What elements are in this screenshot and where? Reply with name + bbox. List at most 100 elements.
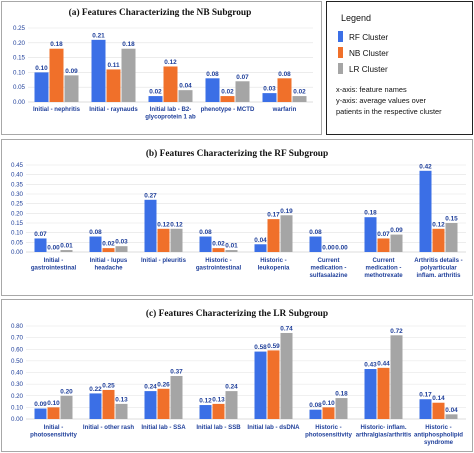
category-label-c-6-1: arthralgias/arthritis — [356, 431, 412, 438]
bar-a-1-1 — [106, 69, 121, 102]
value-label-b-3-1: 0.02 — [212, 241, 225, 248]
bar-c-3-2 — [225, 391, 238, 419]
bar-b-1-2 — [115, 246, 128, 252]
value-label-c-0-1: 0.10 — [47, 400, 60, 407]
category-label-b-0-0: Initial - — [44, 257, 64, 264]
value-label-c-2-1: 0.26 — [157, 381, 170, 388]
bar-a-3-0 — [205, 78, 220, 102]
y-tick-label-a-5: 0.25 — [13, 25, 26, 32]
category-label-a-2-0: Initial lab - B2- — [150, 106, 192, 113]
bar-c-1-1 — [102, 389, 115, 419]
legend: Legend RF Cluster NB Cluster LR Cluster … — [336, 13, 442, 116]
bar-b-3-0 — [199, 236, 212, 252]
y-tick-label-a-3: 0.15 — [13, 55, 26, 62]
bar-c-0-0 — [34, 408, 47, 419]
bar-b-4-2 — [280, 215, 293, 252]
category-label-b-4-0: Historic - — [260, 257, 286, 264]
value-label-b-6-0: 0.18 — [364, 210, 377, 217]
bar-b-2-0 — [144, 199, 157, 252]
y-tick-label-a-2: 0.10 — [13, 69, 26, 76]
y-tick-label-b-6: 0.30 — [11, 191, 24, 198]
y-tick-label-c-5: 0.50 — [11, 358, 24, 365]
chart-panel-a: 0.00 0.05 0.10 0.15 0.20 0.25 0.10 0.18 0.09 Init… — [13, 25, 313, 120]
bar-a-4-2 — [292, 96, 307, 102]
bar-c-6-1 — [377, 367, 390, 419]
category-label-c-2-0: Initial lab - SSA — [141, 424, 186, 431]
category-label-b-7-0: Arthritis details - — [414, 257, 462, 264]
value-label-a-2-2: 0.04 — [179, 83, 192, 90]
y-tick-label-c-2: 0.20 — [11, 393, 24, 400]
category-label-b-7-2: inflam. arthritis — [416, 272, 461, 279]
value-label-a-2-0: 0.02 — [149, 89, 162, 96]
value-label-a-0-2: 0.09 — [65, 68, 78, 75]
value-label-c-1-2: 0.13 — [115, 396, 128, 403]
y-tick-label-b-3: 0.15 — [11, 220, 24, 227]
value-label-b-3-2: 0.01 — [225, 243, 238, 250]
y-tick-label-b-1: 0.05 — [11, 239, 24, 246]
value-label-c-5-0: 0.08 — [309, 402, 322, 409]
bar-c-2-2 — [170, 375, 183, 419]
bar-a-0-2 — [64, 75, 79, 102]
y-tick-label-c-6: 0.60 — [11, 346, 24, 353]
value-label-c-4-0: 0.58 — [254, 344, 267, 351]
bar-c-6-0 — [364, 369, 377, 419]
value-label-b-5-2: 0.00 — [335, 245, 348, 252]
legend-note-1: x-axis: feature names — [336, 85, 407, 94]
category-label-c-7-0: Historic - — [425, 424, 451, 431]
value-label-b-1-1: 0.02 — [102, 241, 115, 248]
bar-b-7-1 — [432, 228, 445, 252]
value-label-a-4-2: 0.02 — [293, 89, 306, 96]
value-label-a-3-2: 0.07 — [236, 74, 249, 81]
y-tick-label-c-1: 0.10 — [11, 404, 24, 411]
y-tick-label-a-0: 0.00 — [13, 99, 26, 106]
value-label-c-2-0: 0.24 — [144, 384, 157, 391]
value-label-a-2-1: 0.12 — [164, 59, 177, 66]
category-label-b-3-1: gastrointestinal — [196, 264, 242, 271]
value-label-a-4-0: 0.03 — [263, 86, 276, 93]
bar-c-3-0 — [199, 405, 212, 419]
category-label-b-4-1: leukopenia — [258, 264, 290, 271]
chart-panel-b: 0.00 0.05 0.10 0.15 0.20 0.25 0.30 0.35 0.40 0.45… — [11, 162, 466, 279]
y-tick-label-b-0: 0.00 — [11, 249, 24, 256]
legend-swatch-rf — [338, 31, 343, 42]
value-label-c-5-2: 0.18 — [335, 391, 348, 398]
bar-c-4-2 — [280, 332, 293, 419]
panel-c-title: (c) Features Characterizing the LR Subgr… — [146, 308, 328, 319]
bar-b-3-1 — [212, 248, 225, 252]
category-label-b-1-1: headache — [94, 264, 123, 271]
category-label-a-0-0: Initial - nephritis — [33, 106, 81, 113]
panel-b-title: (b) Features Characterizing the RF Subgr… — [146, 148, 328, 159]
bar-b-5-0 — [309, 236, 322, 252]
category-label-a-2-1: glycoprotein 1 ab — [145, 113, 196, 120]
category-label-b-6-2: methotrexate — [364, 272, 403, 279]
bar-a-0-1 — [49, 48, 64, 102]
value-label-b-2-1: 0.12 — [157, 221, 170, 228]
value-label-a-1-0: 0.21 — [92, 32, 105, 39]
bar-b-1-0 — [89, 236, 102, 252]
value-label-a-0-1: 0.18 — [50, 41, 63, 48]
y-tick-label-b-8: 0.40 — [11, 172, 24, 179]
value-label-b-4-2: 0.19 — [280, 208, 293, 215]
bar-a-2-1 — [163, 66, 178, 102]
legend-note-2: y-axis: average values over — [336, 96, 427, 105]
value-label-a-1-1: 0.11 — [107, 62, 120, 69]
bar-c-1-0 — [89, 393, 102, 419]
bar-b-7-0 — [419, 170, 432, 252]
bar-c-2-0 — [144, 391, 157, 419]
bar-b-2-2 — [170, 228, 183, 252]
bar-b-7-2 — [445, 223, 458, 252]
value-label-b-1-2: 0.03 — [115, 239, 128, 246]
value-label-b-7-2: 0.15 — [445, 216, 458, 223]
legend-swatch-nb — [338, 47, 343, 58]
value-label-c-7-2: 0.04 — [445, 407, 458, 414]
bar-b-6-0 — [364, 217, 377, 252]
category-label-b-1-0: Initial - lupus — [90, 257, 128, 264]
category-label-a-4-0: warfarin — [272, 106, 297, 113]
y-tick-label-c-7: 0.70 — [11, 335, 24, 342]
bar-c-3-1 — [212, 403, 225, 419]
panel-c-frame — [1, 299, 473, 452]
value-label-c-7-0: 0.17 — [419, 392, 432, 399]
value-label-b-6-2: 0.09 — [390, 227, 403, 234]
bar-c-7-0 — [419, 399, 432, 419]
value-label-b-6-1: 0.07 — [377, 231, 390, 238]
